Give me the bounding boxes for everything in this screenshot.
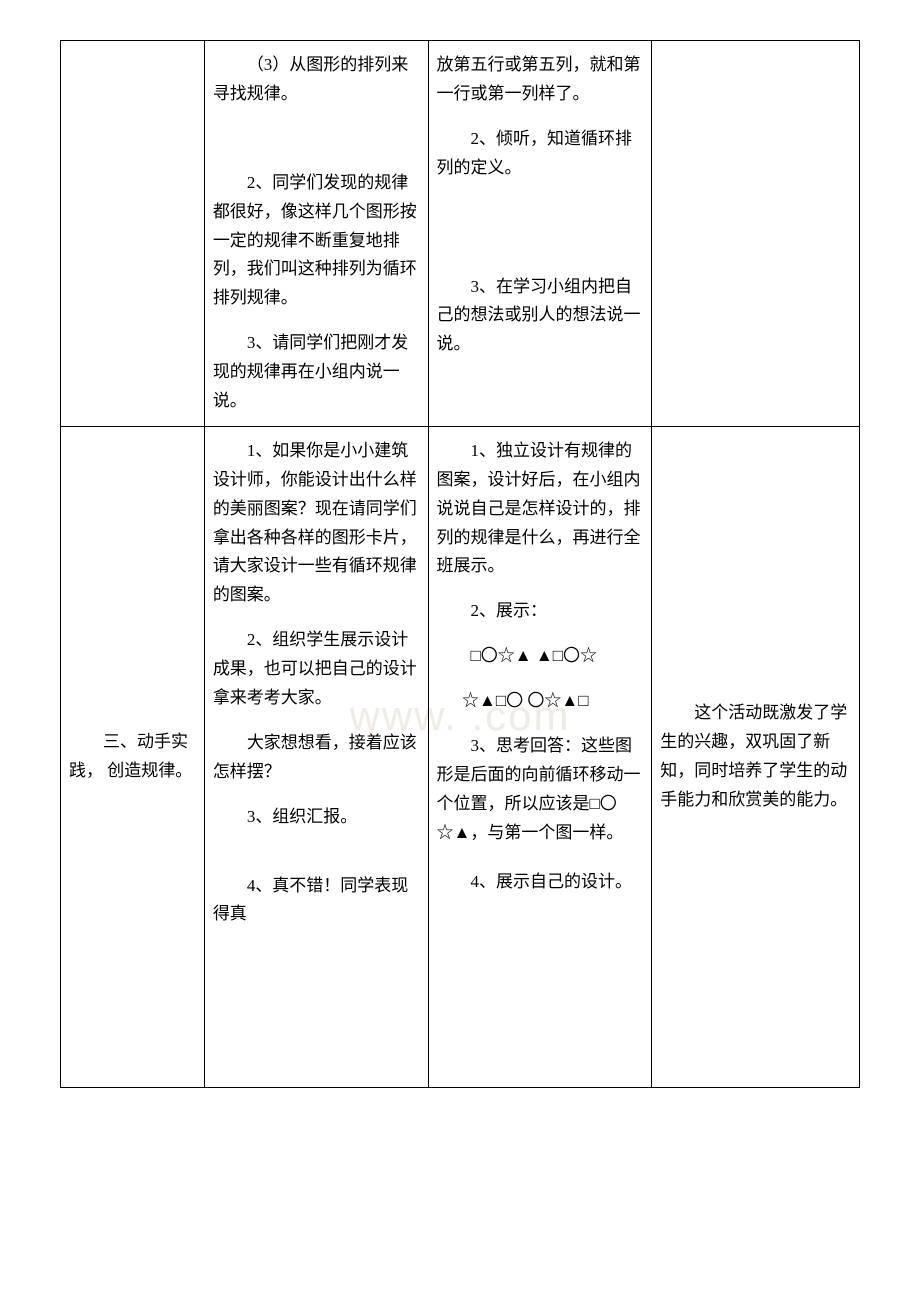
cell-section-label bbox=[61, 41, 205, 427]
cell-teacher-activity: （3）从图形的排列来寻找规律。 2、同学们发现的规律都很好，像这样几个图形按一定… bbox=[204, 41, 428, 427]
paragraph: 3、在学习小组内把自己的想法或别人的想法说一说。 bbox=[437, 273, 644, 360]
cell-section-label: 三、动手实践， 创造规律。 bbox=[61, 426, 205, 1087]
paragraph: 2、倾听，知道循环排列的定义。 bbox=[437, 125, 644, 183]
paragraph: 3、请同学们把刚才发现的规律再在小组内说一说。 bbox=[213, 329, 420, 416]
paragraph: 2、展示： bbox=[437, 597, 644, 626]
table-row: 三、动手实践， 创造规律。 1、如果你是小小建筑设计师，你能设计出什么样的美丽图… bbox=[61, 426, 860, 1087]
paragraph: 4、展示自己的设计。 bbox=[437, 868, 644, 897]
paragraph: 3、思考回答：这些图形是后面的向前循环移动一个位置，所以应该是□〇☆▲，与第一个… bbox=[437, 732, 644, 848]
cell-student-activity: 1、独立设计有规律的图案，设计好后，在小组内说说自己是怎样设计的，排列的规律是什… bbox=[428, 426, 652, 1087]
paragraph: 2、组织学生展示设计成果，也可以把自己的设计拿来考考大家。 bbox=[213, 626, 420, 713]
shape-pattern: ☆▲□〇 〇☆▲□ bbox=[437, 687, 644, 716]
cell-student-activity: 放第五行或第五列，就和第一行或第一列样了。 2、倾听，知道循环排列的定义。 3、… bbox=[428, 41, 652, 427]
table-row: （3）从图形的排列来寻找规律。 2、同学们发现的规律都很好，像这样几个图形按一定… bbox=[61, 41, 860, 427]
paragraph: 大家想想看，接着应该怎样摆？ bbox=[213, 729, 420, 787]
design-intent-text: 这个活动既激发了学生的兴趣，双巩固了新知，同时培养了学生的动手能力和欣赏美的能力… bbox=[660, 699, 851, 815]
paragraph: 3、组织汇报。 bbox=[213, 803, 420, 832]
cell-design-intent: 这个活动既激发了学生的兴趣，双巩固了新知，同时培养了学生的动手能力和欣赏美的能力… bbox=[652, 426, 860, 1087]
paragraph: 1、独立设计有规律的图案，设计好后，在小组内说说自己是怎样设计的，排列的规律是什… bbox=[437, 437, 644, 581]
shape-pattern: □〇☆▲ ▲□〇☆ bbox=[437, 642, 644, 671]
paragraph: 1、如果你是小小建筑设计师，你能设计出什么样的美丽图案？现在请同学们拿出各种各样… bbox=[213, 437, 420, 610]
section-title: 三、动手实践， 创造规律。 bbox=[69, 728, 196, 786]
paragraph: 4、真不错！同学表现得真 bbox=[213, 872, 420, 930]
paragraph: 放第五行或第五列，就和第一行或第一列样了。 bbox=[437, 51, 644, 109]
lesson-plan-table: （3）从图形的排列来寻找规律。 2、同学们发现的规律都很好，像这样几个图形按一定… bbox=[60, 40, 860, 1088]
paragraph: 2、同学们发现的规律都很好，像这样几个图形按一定的规律不断重复地排列，我们叫这种… bbox=[213, 169, 420, 313]
cell-design-intent bbox=[652, 41, 860, 427]
cell-teacher-activity: 1、如果你是小小建筑设计师，你能设计出什么样的美丽图案？现在请同学们拿出各种各样… bbox=[204, 426, 428, 1087]
paragraph: （3）从图形的排列来寻找规律。 bbox=[213, 51, 420, 109]
